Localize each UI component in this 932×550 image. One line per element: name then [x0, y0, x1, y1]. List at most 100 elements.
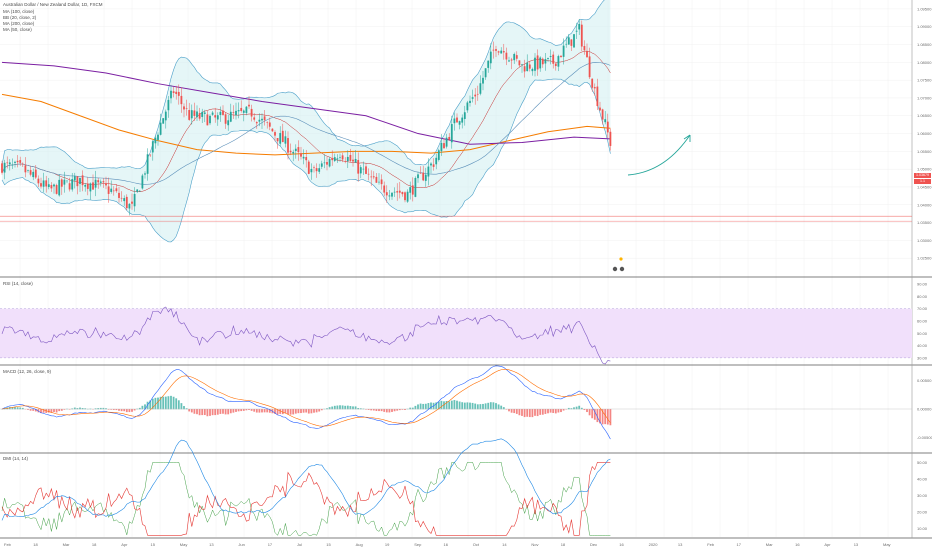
macd-histogram-bar [528, 409, 531, 418]
candle-body [578, 23, 581, 30]
candle-body [294, 148, 297, 151]
macd-histogram-bar [604, 409, 607, 425]
macd-histogram-bar [159, 396, 162, 410]
macd-histogram-bar [388, 409, 391, 413]
candle-body [333, 157, 336, 161]
macd-histogram-bar [320, 409, 323, 411]
macd-histogram-bar [180, 403, 183, 410]
rsi-title[interactable]: RSI (14, close) [3, 281, 33, 286]
time-tick-label: Jul [297, 542, 302, 547]
candle-body [268, 122, 271, 127]
dmi-tick-label: 20.00 [917, 510, 928, 515]
dmi-title[interactable]: DMI (14, 14) [3, 456, 29, 461]
macd-histogram-bar [146, 401, 149, 410]
macd-histogram-bar [232, 409, 235, 413]
macd-histogram-bar [287, 409, 289, 415]
candle-body [86, 183, 89, 189]
dmi-tick-label: 10.00 [917, 526, 928, 531]
time-tick-label: May [180, 542, 188, 547]
macd-histogram-bar [149, 400, 152, 410]
macd-histogram-bar [588, 409, 591, 416]
time-tick-label: 15 [326, 542, 331, 547]
candle-body [484, 68, 487, 78]
indicator-ma50-label[interactable]: MA (50, close) [3, 27, 32, 32]
rsi-tick-label: 50.00 [917, 331, 928, 336]
candle-body [560, 55, 562, 58]
macd-histogram-bar [354, 406, 357, 410]
candle-body [341, 155, 344, 160]
macd-histogram-bar [216, 409, 219, 415]
dmi-minus-line [1, 461, 611, 536]
macd-histogram-bar [469, 402, 471, 410]
macd-histogram-bar [268, 409, 271, 413]
macd-histogram-bar [60, 409, 63, 411]
macd-histogram-bar [222, 409, 224, 414]
macd-histogram-bar [346, 405, 349, 410]
candle-body [136, 189, 139, 192]
chart-title[interactable]: Australian Dollar / New Zealand Dollar, … [3, 2, 103, 7]
macd-histogram-bar [601, 409, 604, 425]
candle-body [476, 93, 479, 95]
indicator-ma100-label[interactable]: MA (100, close) [3, 9, 35, 14]
indicator-bb-label[interactable]: BB (20, close, 2) [3, 15, 37, 20]
macd-histogram-bar [289, 409, 292, 415]
candle-body [437, 150, 440, 160]
candle-body [190, 110, 193, 119]
macd-histogram-bar [596, 409, 599, 423]
macd-histogram-bar [284, 409, 287, 414]
candle-body [287, 138, 289, 153]
candle-body [185, 108, 188, 109]
macd-histogram-bar [63, 409, 66, 410]
indicator-ma200-label[interactable]: MA (200, close) [3, 21, 35, 26]
candle-body [242, 110, 245, 113]
macd-histogram-bar [198, 409, 201, 416]
arrow-head-icon [683, 134, 691, 142]
candle-body [3, 162, 6, 173]
macd-histogram-bar [170, 395, 172, 410]
candle-body [458, 121, 461, 125]
macd-histogram-bar [502, 407, 505, 410]
macd-histogram-bar [248, 409, 250, 410]
candle-body [435, 157, 438, 165]
candle-body [339, 157, 341, 158]
time-tick-label: 18 [92, 542, 97, 547]
candle-body [250, 108, 253, 117]
event-flag-icon [612, 266, 618, 272]
macd-histogram-bar [138, 407, 141, 410]
macd-histogram-bar [112, 409, 115, 410]
macd-histogram-bar [466, 402, 469, 410]
dmi-panel [1, 438, 611, 536]
candle-body [497, 51, 500, 53]
candle-body [94, 179, 97, 188]
candle-body [463, 112, 466, 119]
candle-body [544, 59, 547, 64]
current-price-badge: 1.03679 [914, 173, 931, 178]
macd-histogram-bar [606, 409, 609, 425]
candle-body [365, 166, 367, 174]
macd-title[interactable]: MACD (12, 26, close, 9) [3, 369, 52, 374]
candle-body [456, 117, 458, 123]
macd-histogram-bar [554, 409, 557, 414]
macd-histogram-bar [302, 409, 305, 413]
time-tick-label: 17 [268, 542, 273, 547]
candle-body [105, 183, 107, 186]
macd-histogram-bar [411, 407, 414, 410]
candle-body [11, 164, 14, 166]
candle-body [102, 181, 105, 183]
macd-histogram-bar [383, 409, 386, 412]
macd-histogram-bar [21, 407, 24, 410]
macd-histogram-bar [359, 408, 362, 410]
macd-histogram-bar [229, 409, 232, 414]
macd-histogram-bar [240, 409, 243, 412]
macd-histogram-bar [50, 409, 53, 413]
time-tick-label: Apr [121, 542, 128, 547]
candle-body [354, 158, 357, 163]
candle-body [492, 49, 495, 51]
price-tick-label: 1.08500 [917, 42, 932, 47]
macd-tick-label: 0.00000 [917, 407, 932, 412]
macd-histogram-bar [281, 409, 284, 415]
candle-body [310, 168, 313, 173]
macd-histogram-bar [131, 409, 133, 412]
candle-body [448, 136, 451, 140]
macd-histogram-bar [549, 409, 552, 413]
